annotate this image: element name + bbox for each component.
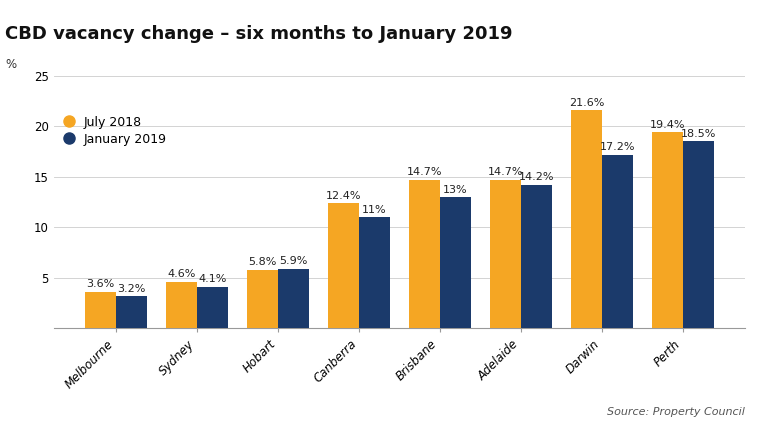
Text: 4.6%: 4.6%: [167, 269, 196, 280]
Text: 5.8%: 5.8%: [248, 257, 276, 267]
Text: CBD vacancy change – six months to January 2019: CBD vacancy change – six months to Janua…: [5, 25, 513, 43]
Bar: [440, 197, 471, 328]
Legend: July 2018, January 2019: July 2018, January 2019: [60, 112, 170, 149]
Bar: [652, 132, 683, 328]
Text: 14.2%: 14.2%: [518, 172, 554, 182]
Text: 18.5%: 18.5%: [680, 129, 716, 139]
Bar: [197, 287, 227, 328]
Bar: [683, 141, 713, 328]
Text: 3.6%: 3.6%: [87, 280, 114, 290]
Text: 13%: 13%: [443, 184, 468, 195]
Bar: [278, 269, 309, 328]
Text: Source: Property Council: Source: Property Council: [607, 407, 745, 417]
Bar: [359, 217, 389, 328]
Text: 21.6%: 21.6%: [569, 98, 604, 108]
Bar: [247, 270, 278, 328]
Bar: [328, 203, 359, 328]
Text: 4.1%: 4.1%: [198, 274, 227, 285]
Bar: [116, 296, 147, 328]
Bar: [85, 292, 116, 328]
Text: 12.4%: 12.4%: [326, 191, 361, 200]
Text: %: %: [5, 58, 16, 71]
Text: 14.7%: 14.7%: [407, 167, 442, 177]
Bar: [490, 180, 521, 328]
Text: 17.2%: 17.2%: [600, 142, 635, 152]
Bar: [409, 180, 440, 328]
Bar: [602, 155, 633, 328]
Text: 11%: 11%: [362, 205, 386, 215]
Text: 19.4%: 19.4%: [650, 120, 685, 130]
Bar: [571, 110, 602, 328]
Text: 3.2%: 3.2%: [118, 283, 145, 293]
Bar: [166, 282, 197, 328]
Bar: [521, 185, 551, 328]
Text: 14.7%: 14.7%: [488, 167, 523, 177]
Text: 5.9%: 5.9%: [279, 256, 307, 266]
